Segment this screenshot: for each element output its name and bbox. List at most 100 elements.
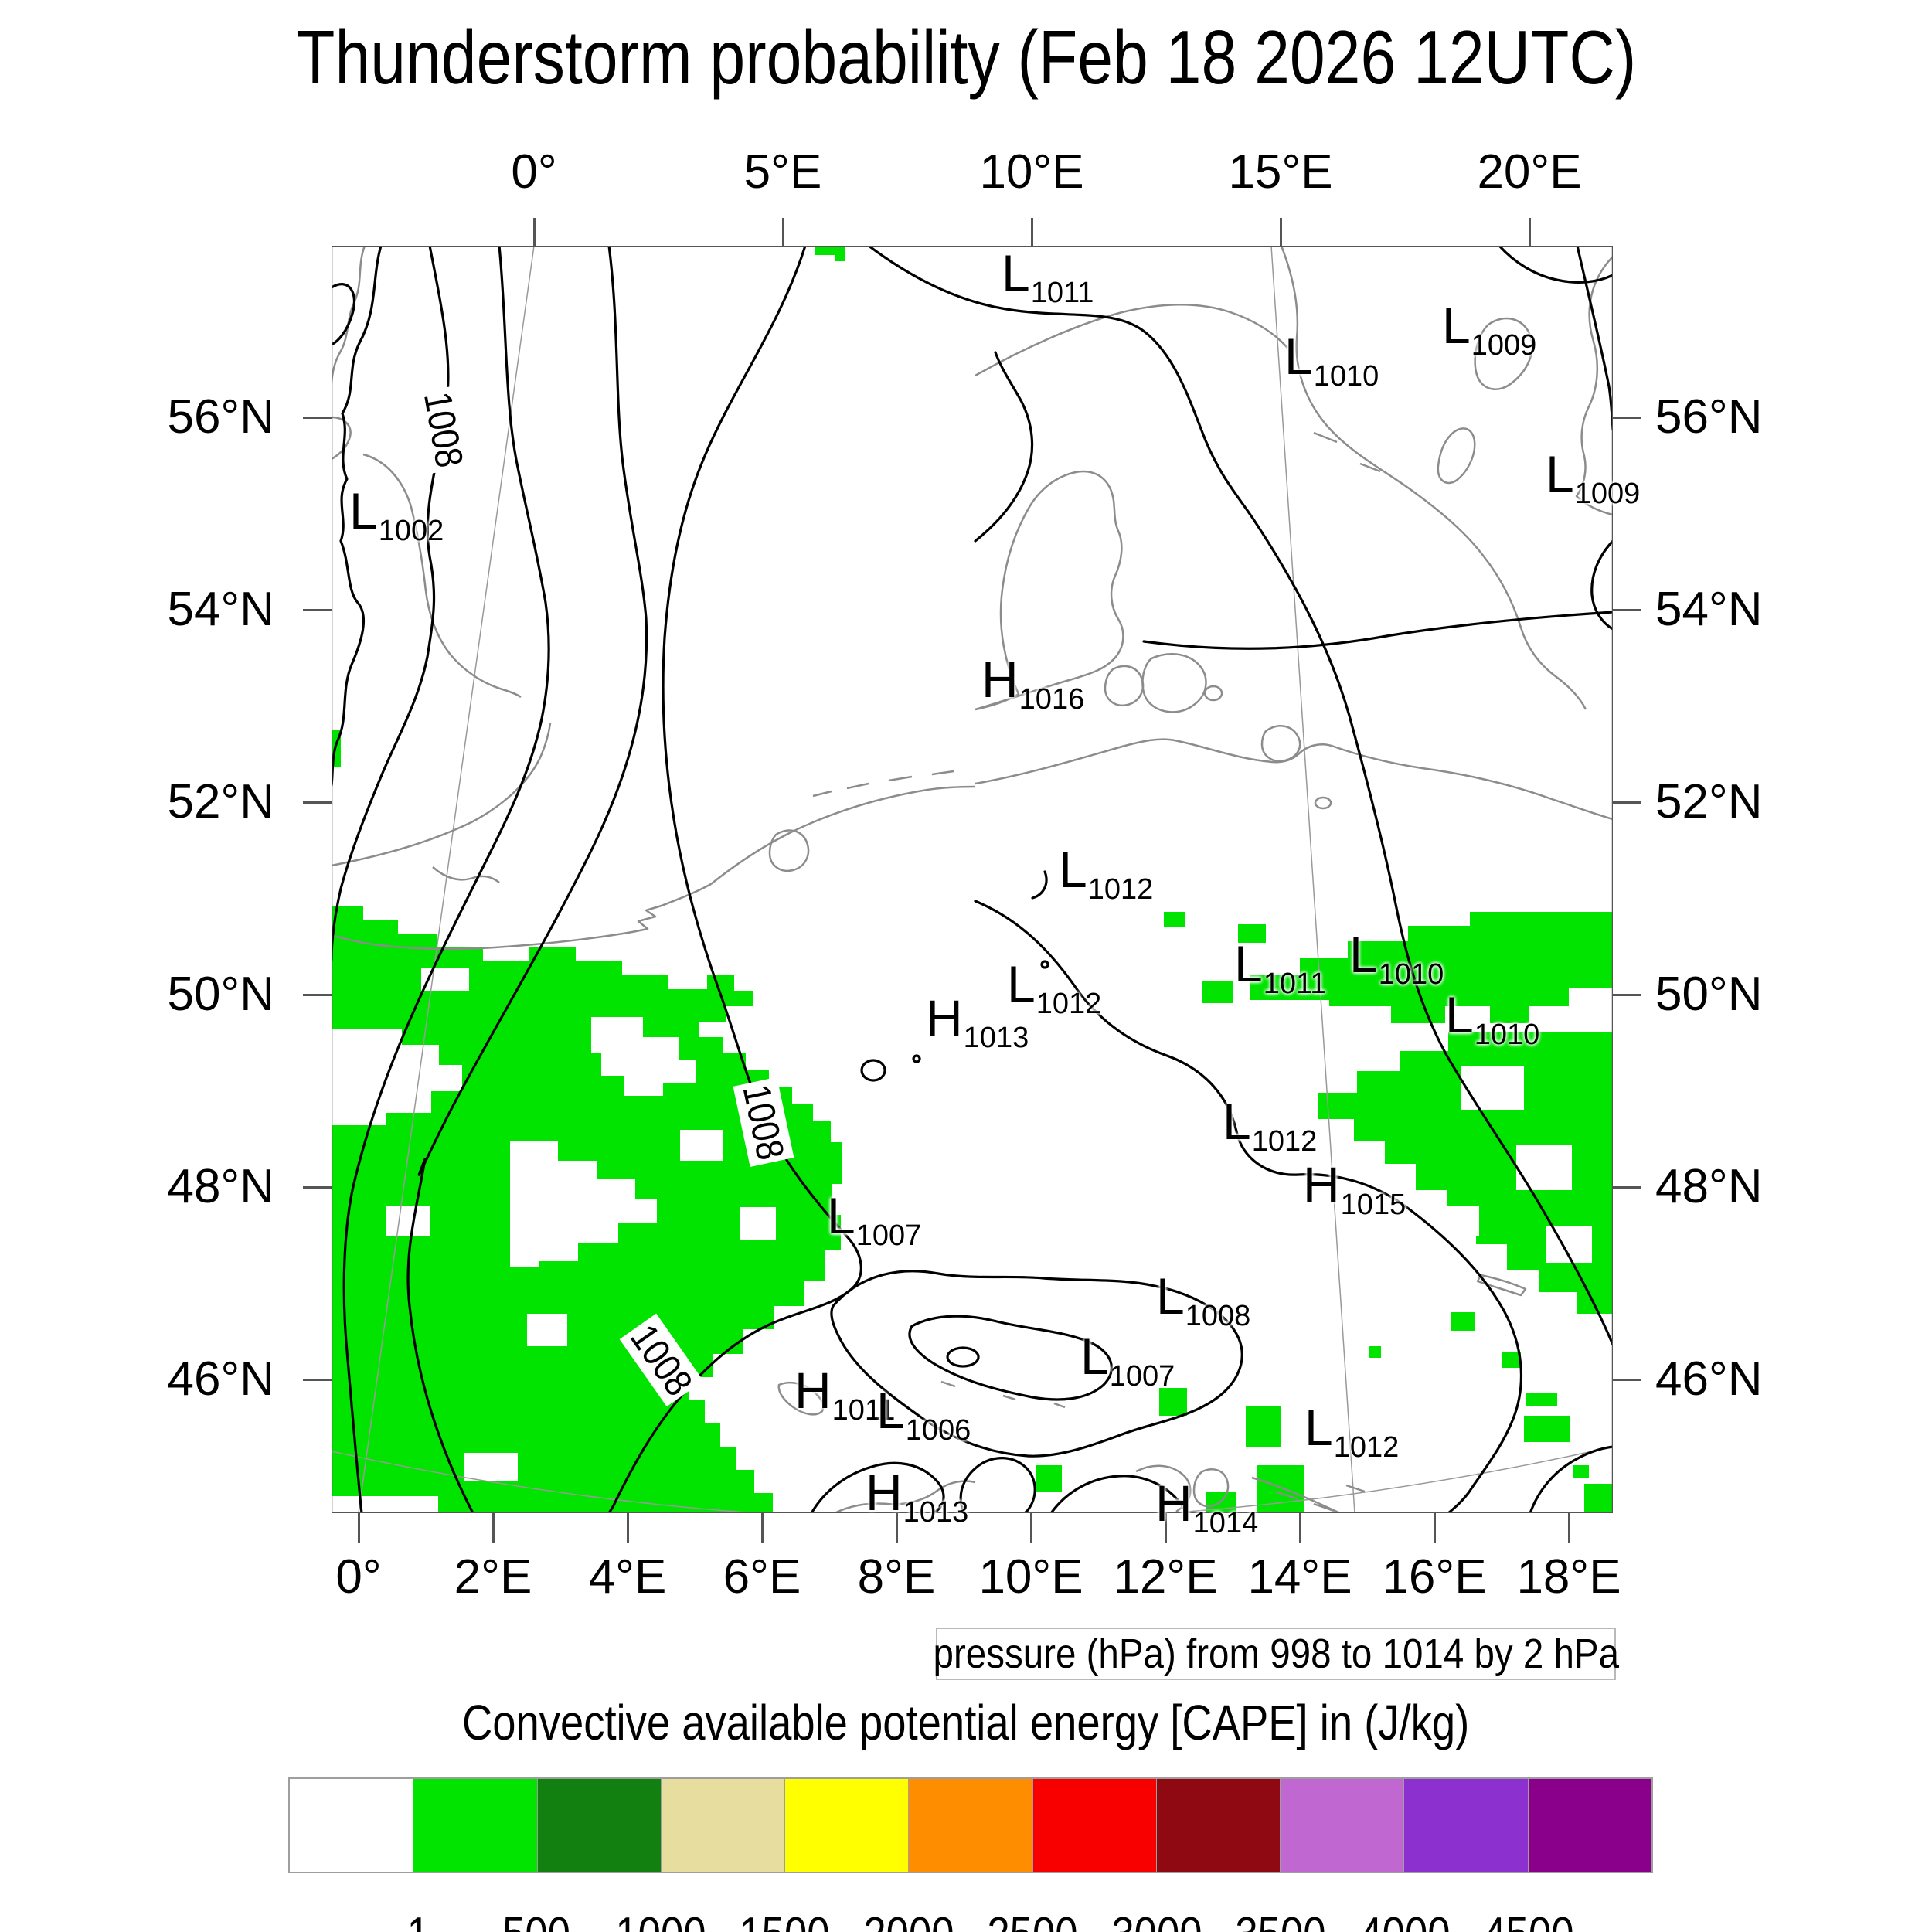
low-pressure-label: L1010	[1349, 926, 1444, 991]
axis-label-top: 20°E	[1477, 145, 1582, 199]
colorbar-segment	[1404, 1779, 1529, 1872]
low-pressure-label: L1006	[876, 1382, 971, 1447]
axis-tick-bottom	[357, 1513, 360, 1543]
colorbar-segment	[537, 1779, 662, 1872]
high-pressure-label: H1015	[1303, 1156, 1406, 1221]
colorbar-segment	[909, 1779, 1033, 1872]
axis-label-left: 56°N	[167, 390, 274, 444]
low-pressure-label: L1002	[349, 482, 444, 547]
colorbar-segment	[413, 1779, 538, 1872]
axis-label-right: 52°N	[1655, 775, 1763, 828]
axis-tick-bottom	[1298, 1513, 1301, 1543]
axis-label-top: 5°E	[743, 145, 822, 199]
high-pressure-label: H1014	[1155, 1475, 1259, 1539]
axis-label-left: 54°N	[167, 583, 274, 636]
axis-label-left: 46°N	[167, 1352, 274, 1406]
colorbar-tick-label: 2000	[855, 1907, 962, 1932]
axis-label-bottom: 14°E	[1247, 1550, 1352, 1604]
axis-label-top: 0°	[511, 145, 557, 199]
low-pressure-label: L1012	[1059, 841, 1154, 906]
axis-label-bottom: 0°	[335, 1550, 382, 1604]
axis-label-left: 48°N	[167, 1160, 274, 1213]
axis-tick-left	[303, 608, 332, 611]
low-pressure-label: L1010	[1445, 986, 1540, 1051]
colorbar-segment	[785, 1779, 910, 1872]
axis-tick-top	[1279, 218, 1282, 246]
low-pressure-label: L1009	[1546, 445, 1641, 510]
axis-tick-top	[1528, 218, 1531, 246]
axis-label-bottom: 12°E	[1113, 1550, 1218, 1604]
axis-tick-right	[1613, 416, 1641, 419]
colorbar-segment	[290, 1779, 414, 1872]
low-pressure-label: L1012	[1007, 955, 1102, 1020]
colorbar-tick-label: .1	[393, 1907, 433, 1932]
axis-label-bottom: 16°E	[1382, 1550, 1487, 1604]
axis-tick-right	[1613, 1378, 1641, 1381]
axis-label-right: 54°N	[1655, 583, 1763, 636]
low-pressure-label: L1011	[1234, 935, 1327, 1000]
axis-tick-bottom	[1567, 1513, 1570, 1543]
axis-label-bottom: 10°E	[978, 1550, 1083, 1604]
low-pressure-label: L1007	[1080, 1328, 1175, 1393]
high-pressure-label: H1016	[981, 651, 1085, 716]
axis-tick-bottom	[1029, 1513, 1032, 1543]
low-pressure-label: L1012	[1304, 1399, 1400, 1464]
cape-colorbar	[288, 1777, 1653, 1873]
low-pressure-label: L1009	[1442, 297, 1537, 362]
axis-tick-bottom	[1164, 1513, 1167, 1543]
low-pressure-label: L1010	[1284, 328, 1379, 393]
colorbar-tick-label: 3500	[1227, 1907, 1334, 1932]
axis-label-bottom: 6°E	[723, 1550, 801, 1604]
colorbar-tick-label: 2500	[979, 1907, 1086, 1932]
high-pressure-label: H1011	[794, 1362, 896, 1427]
axis-tick-bottom	[626, 1513, 629, 1543]
axis-label-right: 50°N	[1655, 968, 1763, 1021]
axis-label-right: 48°N	[1655, 1160, 1763, 1213]
axis-label-left: 52°N	[167, 775, 274, 828]
pressure-caption-box: pressure (hPa) from 998 to 1014 by 2 hPa	[933, 1628, 1619, 1680]
colorbar-segment	[1156, 1779, 1281, 1872]
colorbar-tick-label: 500	[496, 1907, 576, 1932]
colorbar-segment	[1281, 1779, 1405, 1872]
axis-tick-top	[1030, 218, 1033, 246]
axis-tick-top	[781, 218, 784, 246]
low-pressure-label: L1011	[1002, 244, 1094, 309]
axis-label-right: 56°N	[1655, 390, 1763, 444]
axis-tick-bottom	[492, 1513, 495, 1543]
axis-label-bottom: 4°E	[588, 1550, 667, 1604]
axis-tick-left	[303, 993, 332, 996]
colorbar-segment	[661, 1779, 786, 1872]
axis-tick-bottom	[895, 1513, 898, 1543]
low-pressure-label: L1012	[1223, 1093, 1318, 1158]
colorbar-tick-label: 1000	[607, 1907, 714, 1932]
axis-label-right: 46°N	[1655, 1352, 1763, 1406]
axis-tick-bottom	[760, 1513, 764, 1543]
high-pressure-label: H1013	[926, 989, 1029, 1054]
axis-tick-left	[303, 416, 332, 419]
colorbar-segment	[1032, 1779, 1157, 1872]
axis-tick-left	[303, 1185, 332, 1189]
colorbar-tick-label: 1500	[731, 1907, 838, 1932]
axis-tick-right	[1613, 1185, 1641, 1189]
colorbar-tick-label: 4500	[1475, 1907, 1582, 1932]
axis-label-top: 15°E	[1228, 145, 1333, 199]
axis-label-left: 50°N	[167, 968, 274, 1021]
axis-tick-right	[1613, 608, 1641, 611]
cape-holes	[332, 968, 1592, 1513]
colorbar-tick-label: 3000	[1104, 1907, 1210, 1932]
high-pressure-label: H1013	[866, 1464, 969, 1529]
axis-label-bottom: 8°E	[857, 1550, 936, 1604]
axis-label-bottom: 2°E	[454, 1550, 532, 1604]
page-title: Thunderstorm probability (Feb 18 2026 12…	[295, 15, 1637, 100]
axis-tick-left	[303, 801, 332, 804]
low-pressure-label: L1008	[1156, 1267, 1251, 1332]
axis-label-top: 10°E	[979, 145, 1084, 199]
axis-label-bottom: 18°E	[1516, 1550, 1621, 1604]
graticule	[332, 246, 1613, 1513]
legend-title: Convective available potential energy [C…	[462, 1695, 1470, 1750]
axis-tick-right	[1613, 993, 1641, 996]
low-pressure-label: L1007	[827, 1187, 922, 1252]
axis-tick-bottom	[1433, 1513, 1436, 1543]
axis-tick-top	[532, 218, 536, 246]
